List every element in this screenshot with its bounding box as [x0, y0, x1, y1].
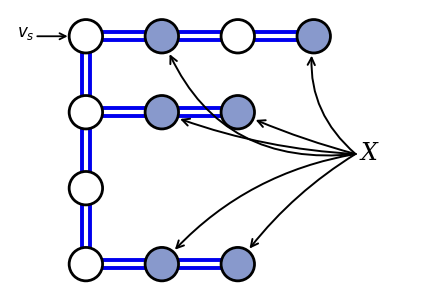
- Text: X: X: [361, 143, 378, 165]
- Circle shape: [221, 95, 255, 129]
- Circle shape: [69, 95, 103, 129]
- Circle shape: [297, 19, 331, 53]
- Text: $v_s$: $v_s$: [17, 24, 34, 42]
- Circle shape: [69, 19, 103, 53]
- Circle shape: [221, 247, 255, 281]
- Circle shape: [69, 172, 103, 205]
- Circle shape: [145, 247, 178, 281]
- Circle shape: [69, 247, 103, 281]
- Circle shape: [145, 19, 178, 53]
- Circle shape: [221, 19, 255, 53]
- Circle shape: [145, 95, 178, 129]
